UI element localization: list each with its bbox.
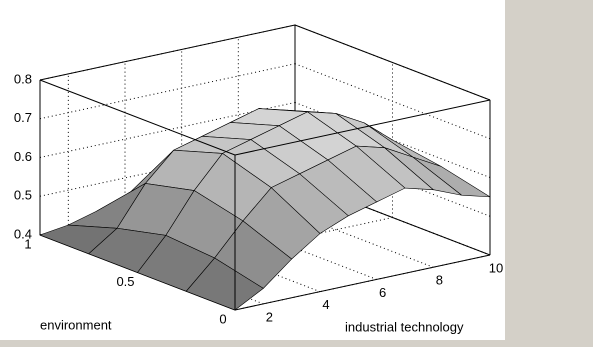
- y-axis-label: environment: [40, 317, 112, 332]
- x-axis-label: industrial technology: [345, 319, 464, 334]
- box-edge: [234, 99, 491, 156]
- x-tick-label: 2: [266, 309, 273, 324]
- grid-line: [238, 191, 434, 268]
- y-tick-label: 0.5: [116, 274, 134, 289]
- box-edge: [39, 24, 296, 81]
- z-tick-label: 0.7: [14, 110, 32, 125]
- x-tick-label: 4: [322, 297, 329, 312]
- surface-patch: [185, 257, 264, 311]
- box-edge: [39, 79, 236, 156]
- z-tick-label: 0.5: [14, 188, 32, 203]
- box-edge: [294, 24, 491, 101]
- z-tick-label: 0.8: [14, 71, 32, 86]
- axis-line: [234, 254, 491, 311]
- y-tick-label: 0: [219, 311, 226, 326]
- y-tick-label: 1: [24, 236, 31, 251]
- z-tick-label: 0.4: [14, 226, 32, 241]
- z-tick-label: 0.6: [14, 149, 32, 164]
- x-tick-label: 6: [379, 285, 386, 300]
- x-tick-label: 8: [436, 273, 443, 288]
- x-tick-label: 10: [489, 260, 503, 275]
